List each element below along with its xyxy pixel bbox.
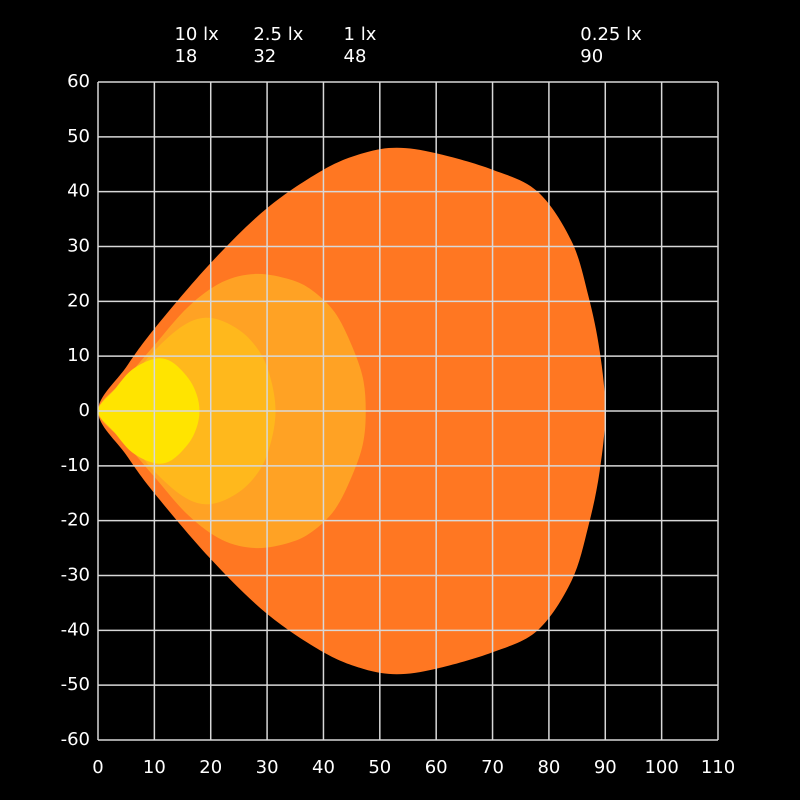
x-tick-label: 10 (143, 757, 166, 778)
x-tick-label: 60 (425, 757, 448, 778)
x-tick-label: 50 (368, 757, 391, 778)
y-tick-label: -50 (61, 674, 90, 695)
x-tick-label: 100 (644, 757, 678, 778)
distance-label: 48 (344, 46, 367, 67)
x-tick-label: 20 (199, 757, 222, 778)
y-tick-label: 30 (67, 236, 90, 257)
y-tick-label: 40 (67, 181, 90, 202)
distance-label: 32 (253, 46, 276, 67)
lux-label: 10 lx (174, 24, 219, 45)
x-tick-label: 90 (594, 757, 617, 778)
distance-label: 18 (174, 46, 197, 67)
y-tick-label: -20 (61, 510, 90, 531)
x-tick-label: 0 (92, 757, 103, 778)
y-tick-label: -30 (61, 565, 90, 586)
y-tick-label: 10 (67, 345, 90, 366)
lux-label: 2.5 lx (253, 24, 303, 45)
lux-label: 1 lx (344, 24, 377, 45)
distance-label: 90 (580, 46, 603, 67)
x-tick-label: 110 (701, 757, 735, 778)
x-tick-label: 70 (481, 757, 504, 778)
y-tick-label: 20 (67, 290, 90, 311)
y-tick-label: -60 (61, 729, 90, 750)
lux-label: 0.25 lx (580, 24, 642, 45)
y-tick-label: 0 (79, 400, 90, 421)
y-tick-label: -40 (61, 619, 90, 640)
y-tick-label: -10 (61, 455, 90, 476)
x-tick-label: 30 (256, 757, 279, 778)
y-tick-label: 50 (67, 126, 90, 147)
x-tick-label: 80 (537, 757, 560, 778)
x-tick-label: 40 (312, 757, 335, 778)
y-tick-label: 60 (67, 71, 90, 92)
